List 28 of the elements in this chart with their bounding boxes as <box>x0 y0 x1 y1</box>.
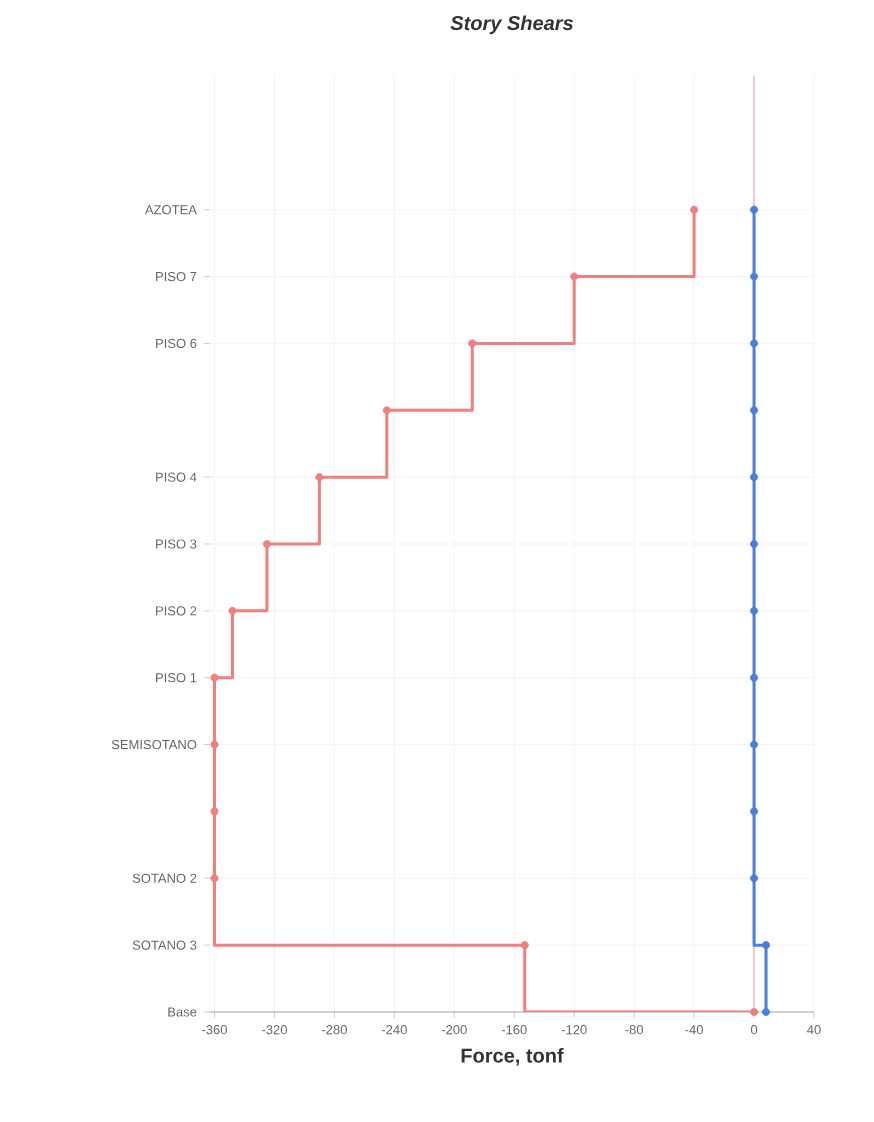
point <box>690 205 699 214</box>
point <box>762 941 771 950</box>
point <box>210 874 219 883</box>
point <box>750 673 759 682</box>
chart-title: Story Shears <box>450 15 573 35</box>
point <box>750 606 759 615</box>
point <box>750 807 759 816</box>
point <box>750 1007 759 1016</box>
point <box>210 807 219 816</box>
point <box>570 272 579 281</box>
point <box>750 874 759 883</box>
point <box>520 941 529 950</box>
point <box>210 740 219 749</box>
point <box>750 539 759 548</box>
point <box>750 205 759 214</box>
point <box>262 539 271 548</box>
point <box>315 473 324 482</box>
x-axis-title: Force, tonf <box>461 1047 564 1066</box>
point <box>750 272 759 281</box>
point <box>750 339 759 348</box>
point <box>750 406 759 415</box>
point <box>750 473 759 482</box>
point <box>468 339 477 348</box>
point <box>750 740 759 749</box>
point <box>382 406 391 415</box>
point <box>762 1007 771 1016</box>
point <box>228 606 237 615</box>
point <box>210 673 219 682</box>
